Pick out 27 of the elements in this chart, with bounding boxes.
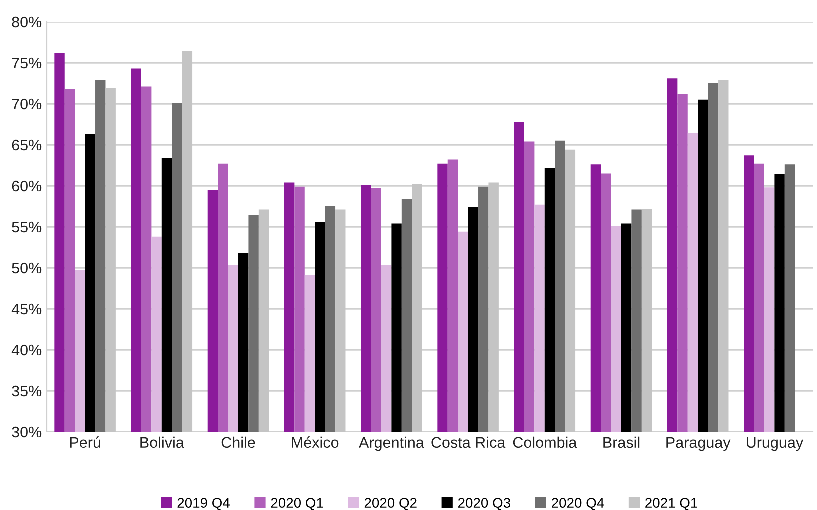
legend-label: 2019 Q4 [178, 498, 230, 510]
x-tick-label: Bolivia [140, 436, 184, 448]
x-tick-label: Brasil [604, 436, 640, 448]
legend-label: 2020 Q4 [552, 498, 604, 510]
y-tick-label: 65% [12, 140, 42, 151]
x-tick-label: Perú [70, 436, 100, 448]
x-tick-label: México [292, 436, 339, 448]
x-tick-label: Paraguay [666, 437, 731, 452]
y-tick-label: 30% [12, 426, 42, 438]
y-tick-label: 40% [12, 344, 42, 356]
y-tick-label: 35% [12, 386, 42, 397]
x-tick-label: Colombia [513, 436, 578, 448]
y-tick-label: 70% [12, 98, 42, 110]
x-tick-label: Costa Rica [432, 436, 506, 448]
y-tick-label: 55% [12, 222, 42, 233]
x-tick-label: Uruguay [747, 437, 804, 452]
legend-label: 2021 Q1 [646, 498, 698, 510]
y-tick-label: 45% [12, 304, 42, 315]
x-tick-label: Chile [222, 436, 256, 448]
legend-label: 2020 Q3 [458, 498, 510, 510]
y-tick-label: 80% [12, 16, 42, 28]
legend-label: 2020 Q1 [271, 498, 324, 510]
y-tick-label: 75% [12, 58, 42, 69]
x-tick-label: Argentina [359, 436, 424, 452]
y-tick-label: 60% [12, 180, 42, 192]
legend-label: 2020 Q2 [364, 498, 417, 510]
y-tick-label: 50% [12, 262, 42, 274]
